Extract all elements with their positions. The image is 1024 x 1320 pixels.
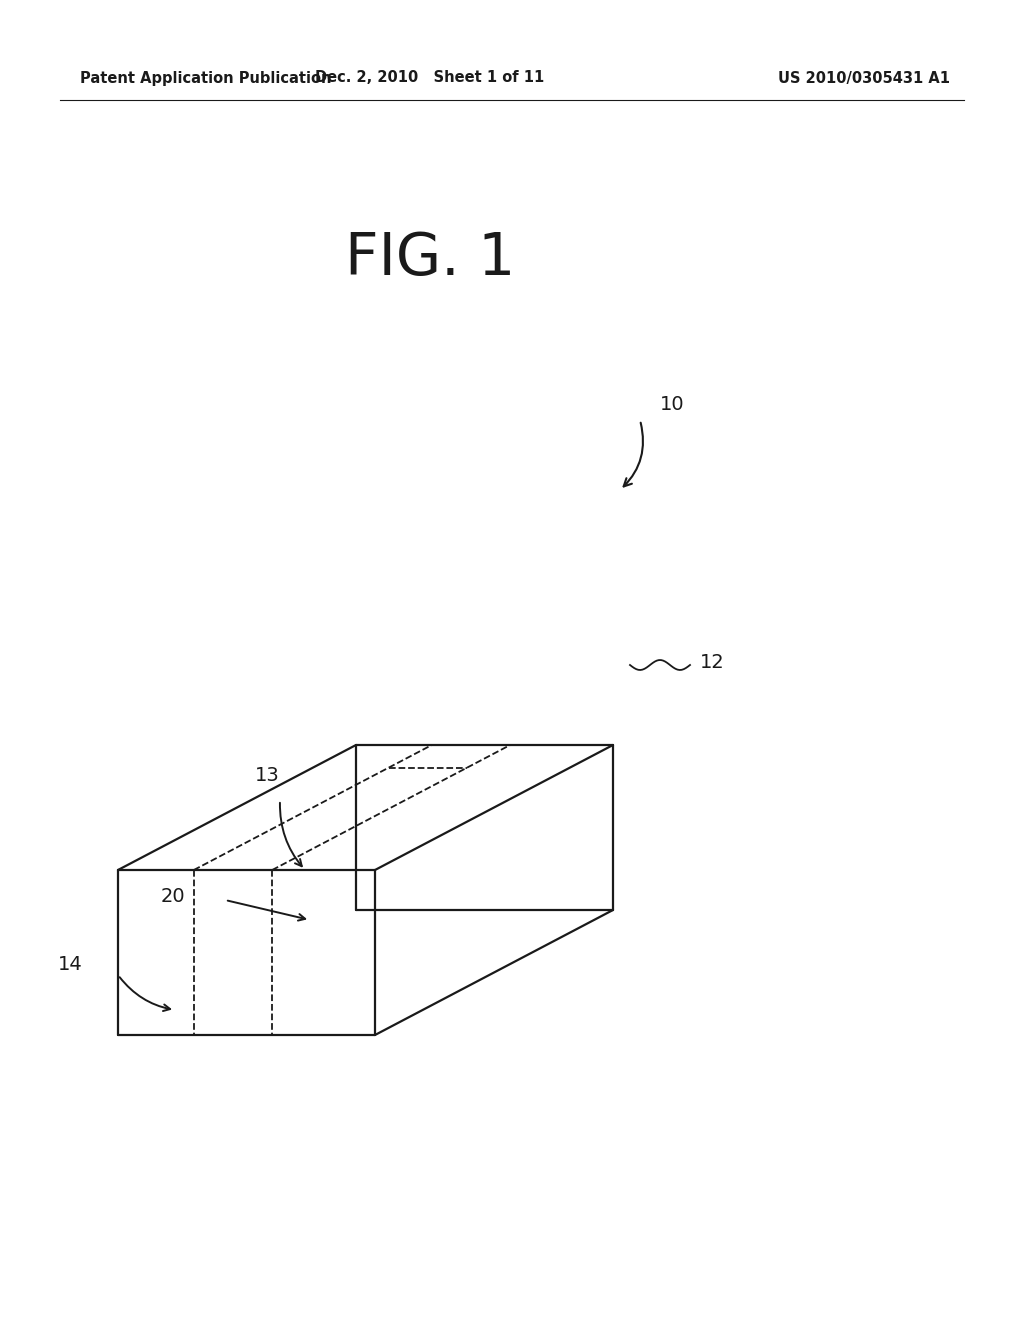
Text: 12: 12 [700, 653, 725, 672]
Text: 20: 20 [161, 887, 185, 906]
Text: US 2010/0305431 A1: US 2010/0305431 A1 [778, 70, 950, 86]
Text: Patent Application Publication: Patent Application Publication [80, 70, 332, 86]
Text: 10: 10 [660, 395, 685, 414]
Text: 13: 13 [255, 766, 280, 785]
Text: 14: 14 [58, 956, 83, 974]
Text: FIG. 1: FIG. 1 [345, 230, 515, 286]
Text: Dec. 2, 2010   Sheet 1 of 11: Dec. 2, 2010 Sheet 1 of 11 [315, 70, 545, 86]
